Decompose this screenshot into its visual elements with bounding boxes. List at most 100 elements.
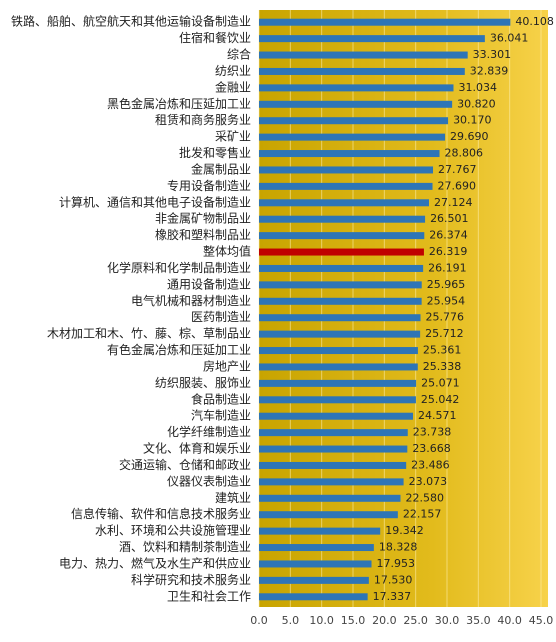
x-tick-label: 20.0 (372, 614, 397, 627)
bar (259, 18, 511, 26)
bar (259, 494, 401, 502)
data-label: 29.690 (450, 130, 489, 143)
x-tick-label: 45.0 (529, 614, 554, 627)
data-label: 17.337 (373, 590, 412, 603)
x-tick-label: 30.0 (435, 614, 460, 627)
data-label: 25.776 (426, 311, 465, 324)
y-tick-label: 食品制造业 (191, 391, 251, 406)
data-label: 26.319 (429, 245, 468, 258)
bar (259, 297, 422, 305)
bar (259, 527, 381, 535)
bar (259, 412, 413, 420)
y-tick-label: 信息传输、软件和信息技术服务业 (71, 506, 251, 521)
data-label: 26.191 (428, 261, 467, 274)
y-tick-label: 文化、体育和娱乐业 (143, 441, 251, 456)
bar (259, 199, 429, 207)
data-label: 27.690 (438, 179, 477, 192)
y-tick-label: 纺织服装、服饰业 (155, 376, 251, 390)
bar (259, 215, 426, 223)
data-label: 36.041 (490, 32, 529, 45)
data-label: 23.668 (412, 442, 451, 455)
y-tick-label: 非金属矿物制品业 (155, 211, 251, 226)
bar (259, 166, 434, 174)
data-label: 22.580 (406, 491, 445, 504)
bar (259, 347, 418, 355)
y-tick-label: 有色金属冶炼和压延加工业 (107, 342, 251, 357)
x-tick-label: 40.0 (497, 614, 522, 627)
y-tick-label: 酒、饮料和精制茶制造业 (119, 539, 251, 554)
y-tick-label: 纺织业 (215, 64, 251, 78)
bar (259, 576, 369, 584)
y-tick-label: 化学原料和化学制品制造业 (107, 260, 251, 275)
y-tick-label: 专用设备制造业 (167, 178, 251, 193)
y-tick-label: 黑色金属冶炼和压延加工业 (107, 96, 251, 111)
data-label: 25.071 (421, 376, 460, 389)
bar (259, 445, 408, 453)
y-tick-label: 汽车制造业 (191, 408, 251, 423)
y-tick-label: 水利、环境和公共设施管理业 (95, 523, 251, 538)
data-label: 25.954 (427, 294, 466, 307)
x-tick-label: 10.0 (309, 614, 334, 627)
data-label: 22.157 (403, 508, 442, 521)
data-label: 33.301 (473, 48, 512, 61)
data-label: 25.338 (423, 360, 462, 373)
bar (259, 478, 404, 486)
y-tick-label: 仪器仪表制造业 (167, 474, 251, 488)
bar (259, 429, 408, 437)
data-label: 25.712 (425, 327, 464, 340)
data-label: 32.839 (470, 64, 509, 77)
bar (259, 117, 449, 125)
bar (259, 133, 446, 141)
bar (259, 264, 424, 272)
y-tick-label: 卫生和社会工作 (167, 588, 251, 603)
data-label: 27.767 (438, 163, 477, 176)
y-tick-label: 医药制造业 (191, 310, 251, 324)
bar (259, 35, 485, 43)
x-tick-label: 35.0 (466, 614, 491, 627)
bar (259, 544, 374, 552)
y-tick-label: 金属制品业 (191, 161, 251, 176)
x-tick-label: 5.0 (282, 614, 300, 627)
data-label: 30.820 (457, 97, 496, 110)
plot-area (259, 10, 548, 607)
bar (259, 396, 416, 404)
y-tick-label: 金融业 (215, 79, 251, 94)
bar (259, 248, 424, 256)
bar (259, 511, 398, 519)
data-label: 26.501 (430, 212, 469, 225)
x-tick-label: 0.0 (250, 614, 268, 627)
y-tick-label: 木材加工和木、竹、藤、棕、草制品业 (47, 326, 251, 341)
bar (259, 100, 453, 108)
bar (259, 182, 433, 190)
data-label: 23.486 (411, 458, 450, 471)
data-label: 27.124 (434, 196, 473, 209)
data-label: 31.034 (458, 81, 497, 94)
y-tick-label: 住宿和餐饮业 (179, 30, 251, 45)
y-tick-label: 租赁和商务服务业 (155, 112, 251, 127)
data-label: 18.328 (379, 541, 418, 554)
y-tick-label: 铁路、船舶、航空航天和其他运输设备制造业 (11, 14, 251, 29)
y-tick-label: 科学研究和技术服务业 (131, 572, 251, 587)
y-tick-label: 橡胶和塑料制品业 (155, 227, 251, 242)
bar (259, 150, 440, 158)
bar (259, 363, 418, 371)
x-tick-label: 25.0 (403, 614, 428, 627)
y-tick-label: 计算机、通信和其他电子设备制造业 (59, 194, 251, 209)
y-tick-label: 综合 (227, 47, 251, 62)
bar (259, 593, 368, 601)
y-tick-label: 交通运输、仓储和邮政业 (119, 457, 251, 472)
y-tick-label: 电力、热力、燃气及水生产和供应业 (59, 555, 251, 570)
data-label: 17.530 (374, 573, 413, 586)
y-tick-label: 化学纤维制造业 (167, 424, 251, 439)
data-label: 30.170 (453, 114, 492, 127)
data-label: 25.361 (423, 344, 462, 357)
bar (259, 330, 421, 338)
bar (259, 232, 425, 240)
data-label: 23.073 (409, 475, 448, 488)
x-tick-label: 15.0 (341, 614, 366, 627)
data-label: 25.042 (421, 393, 460, 406)
y-tick-label: 房地产业 (203, 358, 251, 373)
data-label: 26.374 (429, 229, 468, 242)
y-tick-label: 电气机械和器材制造业 (131, 293, 251, 308)
